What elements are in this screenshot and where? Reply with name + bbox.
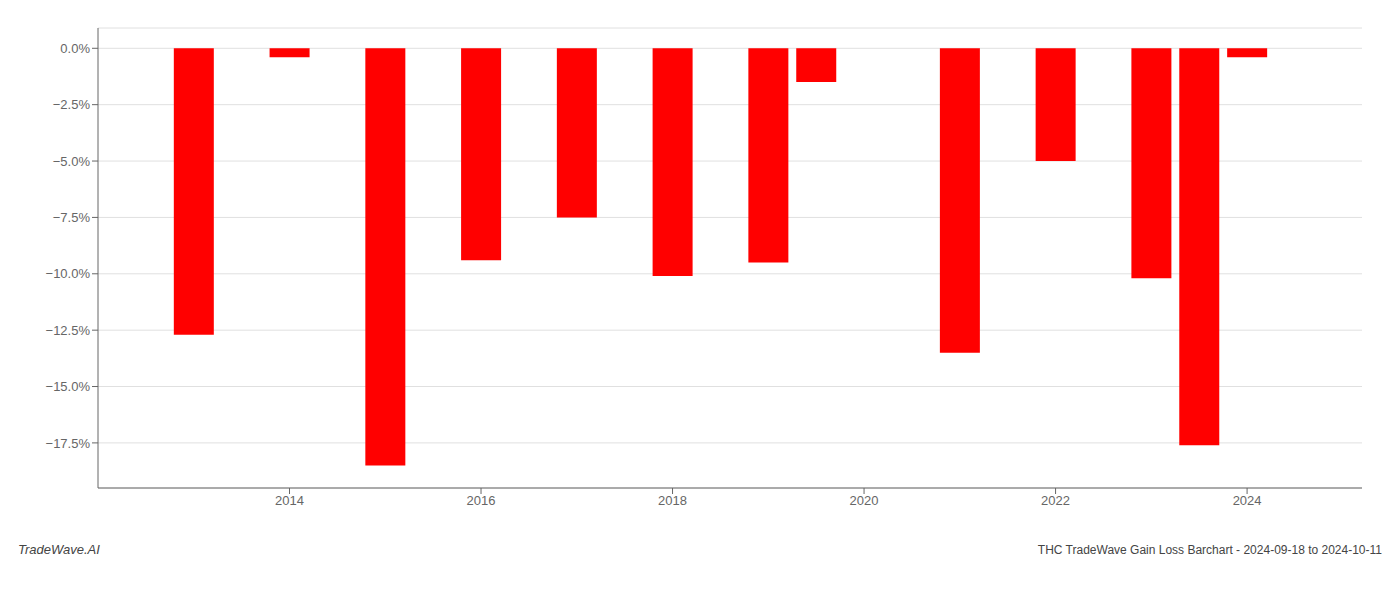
svg-text:2024: 2024 [1233, 493, 1262, 508]
svg-text:−2.5%: −2.5% [53, 97, 91, 112]
svg-text:2018: 2018 [658, 493, 687, 508]
svg-text:2014: 2014 [275, 493, 304, 508]
svg-text:−10.0%: −10.0% [46, 266, 91, 281]
svg-text:−5.0%: −5.0% [53, 154, 91, 169]
svg-text:−17.5%: −17.5% [46, 436, 91, 451]
svg-text:−15.0%: −15.0% [46, 379, 91, 394]
svg-text:−7.5%: −7.5% [53, 210, 91, 225]
svg-text:2022: 2022 [1041, 493, 1070, 508]
svg-text:0.0%: 0.0% [60, 41, 90, 56]
html-text:TradeWave.AI: TradeWave.AI [18, 542, 100, 557]
svg-text:2016: 2016 [467, 493, 496, 508]
html-text:THC TradeWave Gain Loss Barcha: THC TradeWave Gain Loss Barchart - 2024-… [1037, 543, 1382, 557]
svg-text:−12.5%: −12.5% [46, 323, 91, 338]
svg-text:2020: 2020 [850, 493, 879, 508]
